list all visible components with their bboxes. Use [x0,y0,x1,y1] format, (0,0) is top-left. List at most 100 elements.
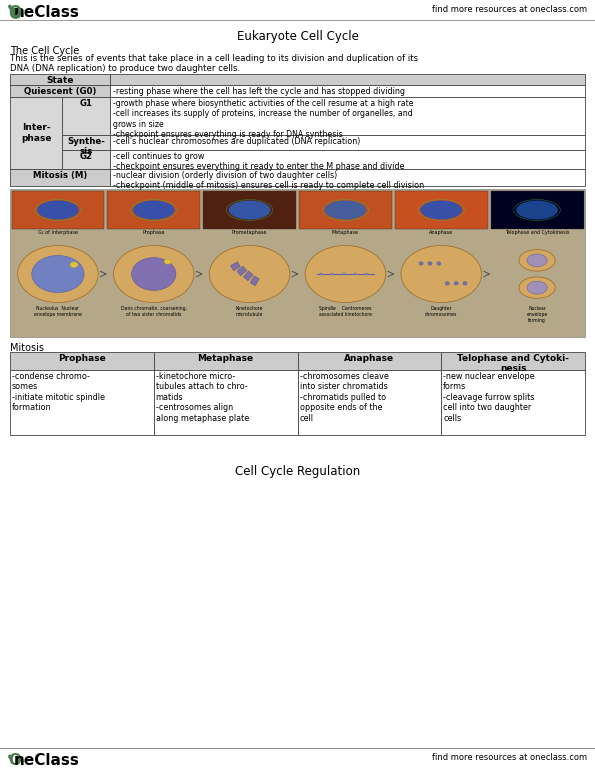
Bar [110,135,585,150]
Ellipse shape [305,246,386,303]
Text: neClass: neClass [14,5,80,20]
Ellipse shape [342,273,346,276]
Text: O: O [8,753,21,768]
Ellipse shape [401,246,481,303]
Text: Prophase: Prophase [142,230,165,235]
Bar [154,352,298,370]
Text: -cell continues to grow
-checkpoint ensures everything it ready to enter the M p: -cell continues to grow -checkpoint ensu… [113,152,405,172]
Ellipse shape [228,200,271,219]
Text: -growth phase where biosynthetic activities of the cell resume at a high rate
-c: -growth phase where biosynthetic activit… [113,99,414,139]
Bar [10,85,110,97]
Ellipse shape [114,246,194,303]
Ellipse shape [164,259,171,264]
Text: ●: ● [8,5,21,20]
Ellipse shape [209,246,290,303]
Bar [243,271,253,281]
Text: -new nuclear envelope
forms
-cleavage furrow splits
cell into two daughter
cells: -new nuclear envelope forms -cleavage fu… [443,372,535,423]
Text: Anaphase: Anaphase [345,354,394,363]
Ellipse shape [18,246,98,303]
Text: O: O [8,5,21,20]
Text: Eukaryote Cell Cycle: Eukaryote Cell Cycle [237,30,358,43]
Ellipse shape [131,258,176,290]
Bar [298,352,441,370]
Bar [441,352,585,370]
Text: -cell's nuclear chromosomes are duplicated (DNA replication): -cell's nuclear chromosomes are duplicat… [113,137,361,146]
Bar [237,266,247,276]
Bar [10,74,110,85]
Bar [62,97,110,135]
Text: State: State [46,76,74,85]
Ellipse shape [527,281,547,294]
Text: -nuclear division (orderly division of two daughter cells)
-checkpoint (middle o: -nuclear division (orderly division of t… [113,171,424,190]
Text: G1: G1 [80,99,92,108]
Ellipse shape [419,261,424,266]
Bar [203,191,296,229]
Text: Nuclear
envelope
forming: Nuclear envelope forming [527,306,548,323]
Ellipse shape [420,200,462,219]
Ellipse shape [365,273,368,276]
Text: Telophase and Cytoki-
nesis: Telophase and Cytoki- nesis [457,354,569,373]
Ellipse shape [133,200,175,219]
Text: Prometaphase: Prometaphase [232,230,267,235]
Text: -condense chromo-
somes
-initiate mitotic spindle
formation: -condense chromo- somes -initiate mitoti… [12,372,105,412]
Ellipse shape [516,200,558,219]
Text: Prophase: Prophase [58,354,106,363]
Bar [62,135,110,150]
Bar [10,189,585,337]
Text: Cell Cycle Regulation: Cell Cycle Regulation [235,465,360,478]
Bar [110,74,585,85]
Bar [10,169,110,186]
Ellipse shape [37,200,79,219]
Text: Quiescent (G0): Quiescent (G0) [24,87,96,96]
Ellipse shape [519,277,555,298]
Bar [10,352,154,370]
Ellipse shape [8,5,12,9]
Text: Inter-
phase: Inter- phase [21,123,51,142]
Ellipse shape [527,254,547,266]
Bar [298,370,441,435]
Bar [107,191,200,229]
Text: Kinetochore
microtubule: Kinetochore microtubule [236,306,264,316]
Text: -chromosomes cleave
into sister chromatids
-chromatids pulled to
opposite ends o: -chromosomes cleave into sister chromati… [299,372,389,423]
Text: neClass: neClass [14,753,80,768]
Text: find more resources at oneclass.com: find more resources at oneclass.com [432,5,587,14]
Ellipse shape [445,281,450,286]
Text: Dens chromatin, coarsening,
of two sister chromatids: Dens chromatin, coarsening, of two siste… [121,306,187,316]
Bar [441,370,585,435]
Text: Spindle    Centromeres
associated kinetochore: Spindle Centromeres associated kinetocho… [319,306,372,316]
Text: Metaphase: Metaphase [198,354,253,363]
Bar [10,97,62,169]
Ellipse shape [519,249,555,271]
Bar [110,97,585,135]
Ellipse shape [428,261,433,266]
Bar [299,191,392,229]
Text: Mitosis (M): Mitosis (M) [33,171,87,180]
Text: Metaphase: Metaphase [332,230,359,235]
Text: find more resources at oneclass.com: find more resources at oneclass.com [432,753,587,762]
Text: This is the series of events that take place in a cell leading to its division a: This is the series of events that take p… [10,54,418,73]
Bar [491,191,584,229]
Text: -kinetochore micro-
tubules attach to chro-
matids
-centrosomes align
along meta: -kinetochore micro- tubules attach to ch… [156,372,249,423]
Ellipse shape [320,273,323,276]
Bar [110,169,585,186]
Text: Daughter
chromosomes: Daughter chromosomes [425,306,458,316]
Text: Telophase and Cytokinesis: Telophase and Cytokinesis [505,230,569,235]
Bar [62,150,110,169]
Bar [154,370,298,435]
Text: Nucleolus  Nuclear
envelope membrane: Nucleolus Nuclear envelope membrane [34,306,82,316]
Text: G₂ of Interphase: G₂ of Interphase [38,230,78,235]
Bar [110,150,585,169]
Bar [10,370,154,435]
Text: The Cell Cycle: The Cell Cycle [10,46,79,56]
Text: Synthe-
sis: Synthe- sis [67,137,105,156]
Ellipse shape [454,281,459,286]
Bar [110,85,585,97]
Ellipse shape [436,261,441,266]
Bar [11,191,104,229]
Text: Anaphase: Anaphase [429,230,453,235]
Bar [250,276,259,286]
Ellipse shape [32,256,84,293]
Text: Mitosis: Mitosis [10,343,44,353]
Bar [395,191,488,229]
Text: -resting phase where the cell has left the cycle and has stopped dividing: -resting phase where the cell has left t… [113,87,405,96]
